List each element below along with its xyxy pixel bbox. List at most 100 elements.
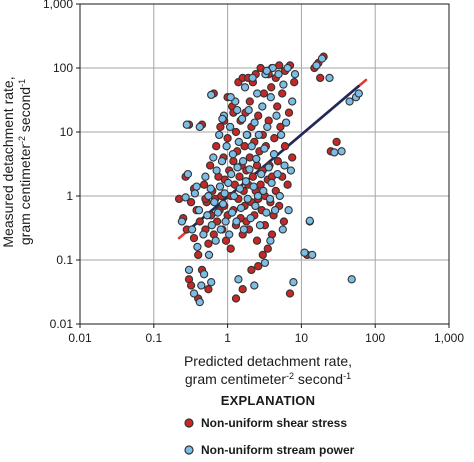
data-point-s1-86: [286, 166, 296, 175]
data-point-s1-32: [227, 208, 237, 217]
data-point-s1-16: [211, 236, 220, 245]
data-point-s1-0: [177, 217, 187, 226]
data-point-s1-19: [215, 130, 224, 140]
legend-title: EXPLANATION: [221, 393, 315, 408]
data-point-s1-47: [243, 194, 252, 204]
y-axis-title-sup1: -2: [17, 136, 27, 144]
data-point-s1-36: [232, 217, 241, 226]
series-1: [177, 54, 363, 307]
data-point-s0-116: [231, 294, 241, 303]
x-axis-title-sup1: -2: [286, 371, 294, 381]
data-point-s0-7: [194, 250, 203, 260]
x-axis-title-unit: second: [294, 371, 343, 387]
y-tick-label: 0.01: [50, 317, 74, 331]
data-point-s1-62: [258, 102, 267, 111]
data-point-s1-71: [267, 178, 276, 188]
data-point-s1-12: [206, 184, 215, 193]
data-point-s1-80: [278, 225, 287, 234]
x-tick-label: 10: [295, 331, 309, 345]
data-point-s1-14: [209, 153, 218, 162]
data-point-s0-97: [273, 102, 282, 111]
data-points: [174, 52, 363, 307]
y-axis-title-line2: gram centimeter: [17, 144, 33, 245]
data-point-s1-17: [212, 166, 221, 175]
data-point-s0-115: [204, 285, 213, 294]
data-point-s1-69: [265, 194, 275, 204]
y-tick-label: 0.1: [56, 253, 73, 267]
data-point-s1-52: [248, 73, 257, 83]
data-point-s1-111: [195, 122, 204, 132]
data-point-s0-80: [259, 89, 269, 98]
data-point-s0-5: [189, 233, 199, 243]
data-point-s1-6: [194, 206, 204, 215]
data-point-s0-10: [199, 180, 209, 189]
data-point-s1-9: [201, 172, 210, 181]
legend-marker-shear-stress: [184, 418, 194, 428]
svg-text:Measured detachment rate,: Measured detachment rate,: [0, 76, 16, 247]
x-tick-label: 0.01: [68, 331, 92, 345]
data-point-s1-21: [216, 225, 225, 234]
data-point-s1-70: [266, 93, 275, 102]
data-point-s1-28: [224, 178, 233, 188]
data-point-s1-119: [204, 191, 213, 201]
y-axis-title-line1: Measured detachment rate,: [0, 76, 16, 247]
data-point-s1-99: [305, 216, 314, 225]
data-point-s1-106: [345, 97, 354, 106]
data-point-s1-83: [281, 118, 291, 127]
legend-label-stream-power: Non-uniform stream power: [201, 443, 355, 457]
data-point-s1-82: [280, 161, 289, 170]
data-point-s1-85: [284, 206, 293, 215]
data-point-s1-10: [203, 211, 212, 220]
y-tick-label: 1: [66, 189, 73, 203]
y-axis-title-sup2: -1: [17, 79, 27, 87]
data-point-s1-102: [317, 54, 327, 63]
data-point-s1-95: [250, 281, 259, 290]
data-point-s0-64: [248, 172, 258, 181]
data-point-s0-104: [279, 217, 289, 226]
legend-label-shear-stress: Non-uniform shear stress: [201, 416, 347, 430]
data-point-s1-89: [290, 70, 300, 79]
data-point-s1-31: [227, 169, 236, 179]
data-point-s1-40: [236, 203, 246, 213]
data-point-s1-74: [270, 206, 280, 215]
data-point-s0-72: [254, 111, 263, 120]
data-point-s1-42: [238, 157, 248, 166]
data-point-s0-8: [195, 217, 204, 226]
data-point-s1-33: [228, 150, 238, 159]
data-point-s1-79: [276, 130, 286, 140]
data-point-s1-60: [255, 221, 265, 230]
data-point-s1-113: [218, 114, 227, 124]
data-point-s1-5: [193, 242, 202, 252]
trend-line: [185, 84, 360, 234]
data-point-s1-100: [308, 250, 317, 260]
data-point-s1-104: [330, 148, 339, 157]
data-point-s1-103: [325, 73, 334, 83]
plot-frame: [79, 3, 450, 325]
data-point-s0-111: [288, 153, 297, 162]
data-point-s1-112: [207, 90, 216, 100]
data-point-s1-49: [245, 165, 254, 174]
data-point-s0-71: [252, 236, 262, 245]
data-point-s0-119: [254, 262, 263, 271]
data-point-s1-38: [234, 137, 243, 147]
data-point-s0-98: [273, 157, 283, 166]
data-point-s1-58: [253, 191, 263, 201]
x-axis-title-line1: Predicted detachment rate,: [184, 353, 352, 369]
data-point-s1-46: [242, 130, 251, 140]
data-point-s0-4: [186, 198, 196, 207]
data-point-s0-108: [284, 108, 294, 117]
data-point-s1-44: [240, 83, 250, 92]
data-point-s1-108: [347, 275, 356, 284]
legend-marker-stream-power: [184, 445, 194, 455]
data-point-s0-86: [263, 244, 272, 253]
data-point-s0-34: [226, 244, 235, 253]
data-point-s0-112: [290, 78, 299, 87]
x-axis-title-sup2: -1: [343, 371, 351, 381]
data-point-s1-11: [204, 250, 214, 260]
data-point-s1-48: [244, 105, 253, 115]
data-point-s0-23: [216, 122, 225, 132]
data-point-s0-30: [223, 134, 232, 143]
data-point-s1-41: [237, 114, 247, 124]
data-point-s1-20: [215, 182, 225, 191]
